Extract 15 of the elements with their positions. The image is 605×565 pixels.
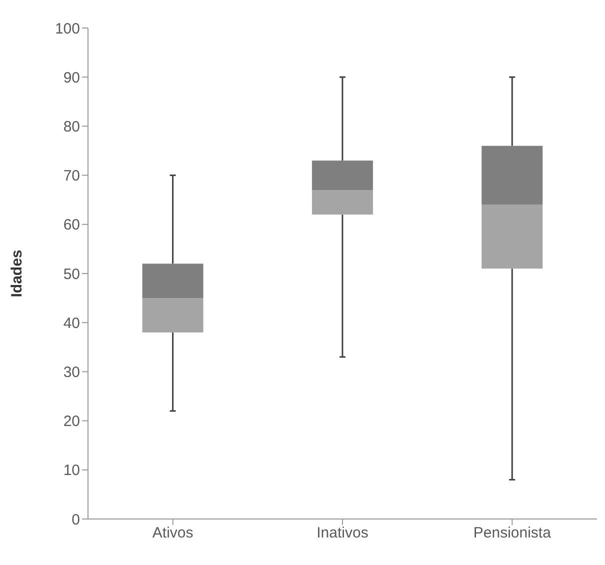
x-tick-label: Inativos <box>316 524 368 542</box>
x-tick-label: Pensionista <box>473 524 552 542</box>
x-tick-label: Ativos <box>152 524 194 542</box>
y-tick-label: 0 <box>72 511 80 528</box>
y-tick-label: 10 <box>63 462 80 480</box>
y-tick-label: 70 <box>63 168 80 185</box>
y-axis-title: Idades <box>8 250 26 298</box>
y-tick-label: 50 <box>63 266 80 283</box>
y-tick-label: 80 <box>63 118 80 136</box>
y-tick-label: 60 <box>63 216 80 234</box>
y-tick-label: 100 <box>54 20 80 38</box>
y-tick-label: 40 <box>63 314 80 332</box>
y-tick-label: 30 <box>63 364 80 382</box>
y-tick-label: 90 <box>63 69 80 86</box>
y-tick-label: 20 <box>63 413 80 430</box>
